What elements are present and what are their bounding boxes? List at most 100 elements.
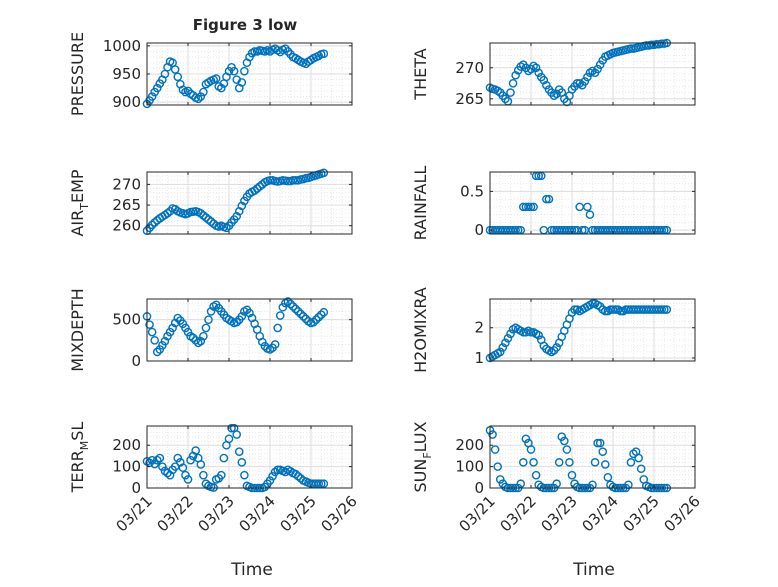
data-point bbox=[531, 63, 541, 73]
data-point bbox=[237, 201, 247, 211]
data-point bbox=[293, 471, 303, 481]
data-point bbox=[516, 479, 526, 489]
y-axis-label-main: TERR bbox=[68, 450, 87, 493]
data-point bbox=[217, 470, 226, 480]
data-point bbox=[565, 458, 574, 467]
figure-title: Figure 3 low bbox=[193, 16, 298, 34]
data-point bbox=[173, 313, 183, 323]
data-point bbox=[201, 323, 211, 333]
y-axis-label: PRESSURE bbox=[68, 32, 87, 116]
series-markers bbox=[142, 297, 329, 357]
axes-frame bbox=[146, 425, 353, 489]
data-point bbox=[526, 202, 536, 212]
data-point bbox=[240, 470, 249, 480]
data-point bbox=[493, 462, 502, 471]
data-point bbox=[237, 78, 247, 87]
data-point bbox=[145, 320, 154, 329]
data-point bbox=[147, 220, 157, 230]
data-point bbox=[181, 470, 190, 480]
y-tick-label: 270 bbox=[455, 59, 484, 77]
data-point bbox=[519, 458, 528, 467]
y-axis-label-subscript: F bbox=[421, 452, 434, 458]
data-point bbox=[319, 49, 329, 59]
data-point bbox=[524, 202, 533, 212]
y-tick-label: 0 bbox=[474, 221, 484, 239]
data-point bbox=[562, 445, 572, 454]
x-axis-label-right: Time bbox=[572, 560, 615, 580]
data-point bbox=[150, 336, 159, 345]
axes-frame bbox=[489, 171, 696, 235]
data-point bbox=[309, 317, 318, 327]
data-point bbox=[539, 75, 549, 85]
data-point bbox=[204, 315, 213, 324]
data-point bbox=[626, 458, 636, 467]
y-tick-label: 200 bbox=[112, 436, 141, 454]
axes-frame bbox=[489, 298, 696, 362]
data-point bbox=[526, 445, 536, 454]
data-point bbox=[219, 453, 229, 463]
data-point bbox=[595, 60, 605, 69]
subplot-air-temp: 260 265 270 AIRTEMP bbox=[68, 168, 353, 237]
data-point bbox=[542, 80, 551, 90]
data-point bbox=[319, 307, 329, 317]
y-tick-label: 265 bbox=[112, 196, 141, 214]
subplot-pressure: 900 950 1000 PRESSURE bbox=[68, 32, 353, 116]
data-point bbox=[506, 329, 515, 339]
data-point bbox=[531, 470, 541, 480]
data-point bbox=[147, 92, 157, 101]
data-point bbox=[588, 299, 597, 308]
data-point bbox=[490, 445, 500, 454]
y-tick-label: 265 bbox=[455, 90, 484, 108]
axes-frame bbox=[489, 42, 696, 106]
data-point bbox=[204, 215, 213, 224]
data-point bbox=[601, 306, 610, 316]
data-point bbox=[657, 305, 666, 314]
data-point bbox=[583, 72, 592, 82]
data-point bbox=[314, 312, 323, 322]
data-point bbox=[168, 323, 177, 333]
data-point bbox=[283, 297, 293, 306]
data-point bbox=[275, 311, 285, 320]
data-point bbox=[616, 306, 625, 316]
data-point bbox=[552, 479, 561, 489]
data-point bbox=[196, 460, 206, 469]
y-axis-label: THETA bbox=[411, 48, 430, 100]
data-point bbox=[552, 343, 561, 352]
data-point bbox=[601, 460, 610, 469]
data-point bbox=[291, 304, 300, 314]
data-point bbox=[511, 70, 520, 80]
data-point bbox=[293, 307, 303, 316]
data-point bbox=[273, 323, 282, 333]
subplot-theta: 265 270 THETA bbox=[411, 38, 696, 108]
data-point bbox=[501, 94, 510, 104]
data-point bbox=[311, 315, 321, 324]
y-tick-label: 500 bbox=[112, 311, 141, 329]
data-point bbox=[488, 430, 497, 439]
y-tick-label: 1 bbox=[474, 349, 484, 367]
data-point bbox=[560, 436, 569, 446]
data-point bbox=[163, 209, 172, 218]
data-point bbox=[273, 465, 282, 475]
data-point bbox=[255, 182, 265, 191]
data-point bbox=[240, 66, 249, 76]
data-point bbox=[286, 299, 295, 309]
y-axis-label-subscript: M bbox=[78, 441, 91, 451]
data-point bbox=[611, 305, 620, 314]
data-point bbox=[170, 65, 180, 74]
data-point bbox=[593, 438, 602, 448]
axes-frame bbox=[489, 425, 696, 489]
data-point bbox=[314, 479, 323, 489]
data-point bbox=[206, 217, 216, 226]
y-tick-label: 0 bbox=[131, 352, 141, 370]
data-point bbox=[252, 184, 262, 193]
y-tick-label: 0 bbox=[131, 479, 141, 497]
y-axis-label: RAINFALL bbox=[411, 166, 430, 241]
data-point bbox=[659, 305, 669, 314]
data-point bbox=[183, 475, 193, 484]
series-markers bbox=[485, 38, 672, 107]
data-point bbox=[199, 87, 208, 97]
data-point bbox=[593, 64, 602, 74]
data-point bbox=[299, 312, 308, 321]
